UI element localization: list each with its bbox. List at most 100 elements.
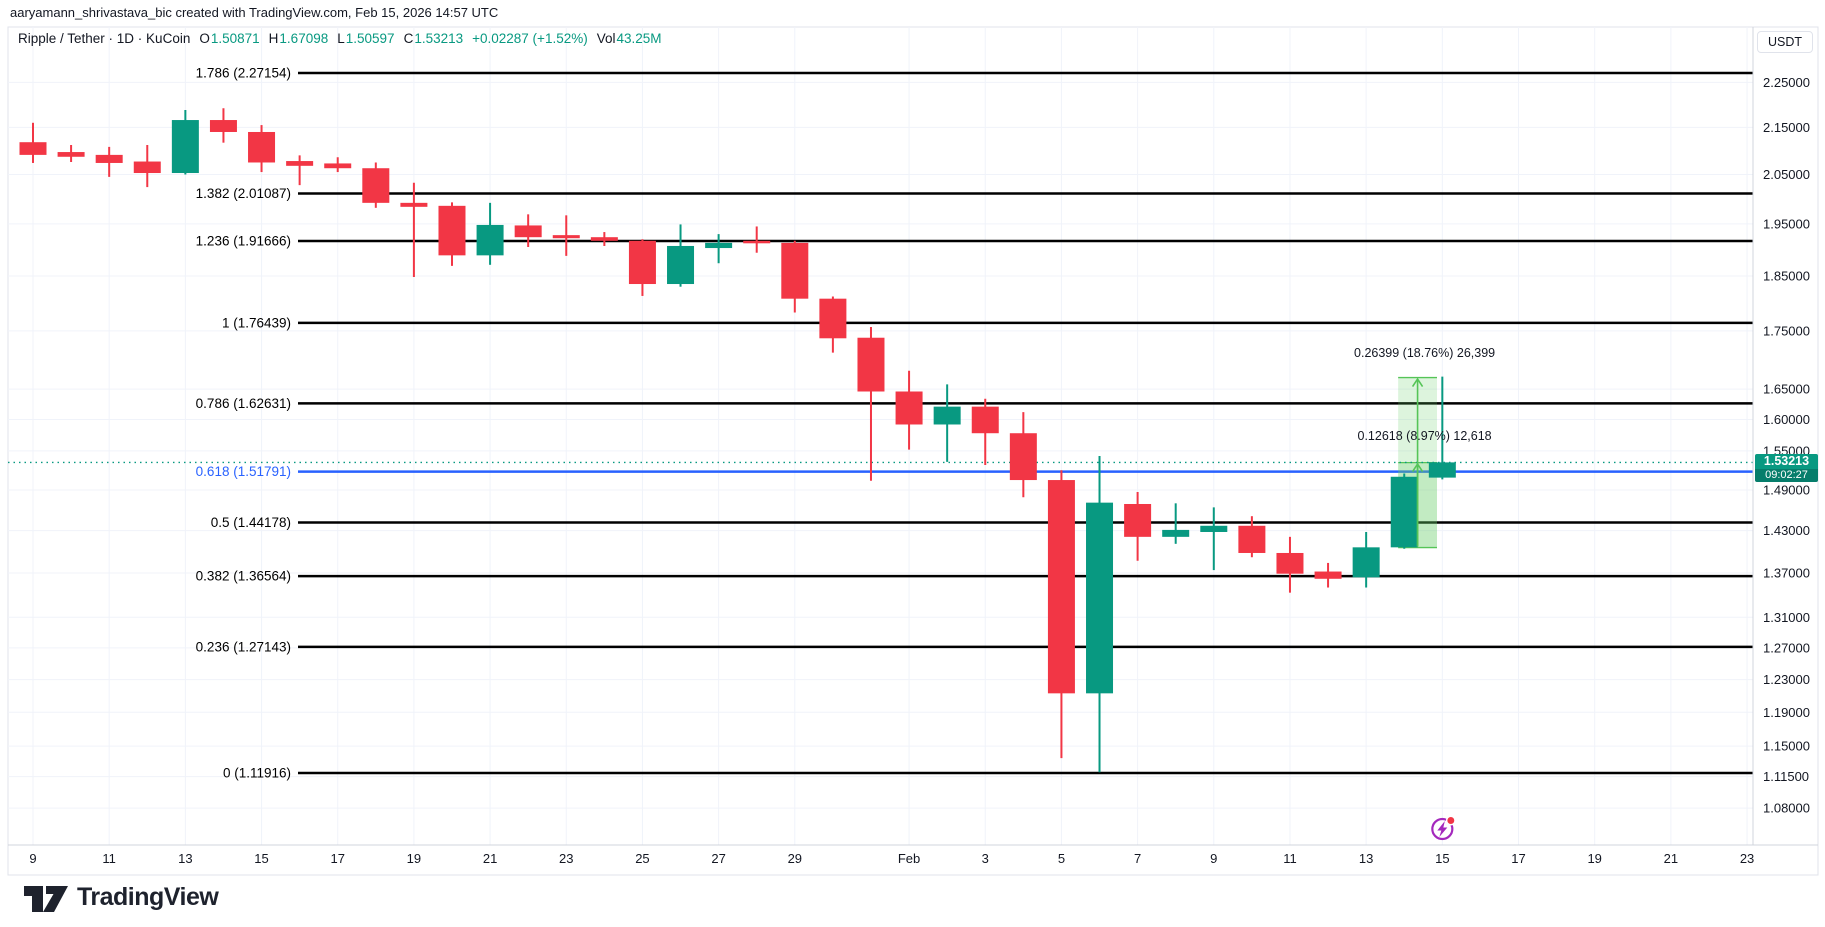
volume: Vol 43.25M xyxy=(596,31,662,46)
candle-body[interactable] xyxy=(1314,571,1342,579)
candle-body[interactable] xyxy=(857,337,885,392)
candle-body[interactable] xyxy=(819,298,847,339)
candle-body[interactable] xyxy=(514,225,542,238)
candle-body[interactable] xyxy=(57,152,85,157)
candle-body[interactable] xyxy=(895,391,923,425)
chart-legend[interactable]: Ripple / Tether · 1D · KuCoin O 1.50871 H… xyxy=(18,31,662,46)
time-tick-label: 17 xyxy=(1511,851,1525,866)
time-tick-label: 27 xyxy=(711,851,725,866)
last-price-badge[interactable]: 1.53213 09:02:27 xyxy=(1755,454,1818,482)
candle-body[interactable] xyxy=(133,161,161,174)
candle-body[interactable] xyxy=(286,161,314,166)
candle-body[interactable] xyxy=(705,242,733,249)
price-tick-label: 1.31000 xyxy=(1763,610,1810,625)
price-tick-label: 1.19000 xyxy=(1763,705,1810,720)
candle-body[interactable] xyxy=(476,224,504,256)
ohlc-close: C 1.53213 xyxy=(403,31,464,46)
fib-level-label: 1.786 (2.27154) xyxy=(196,66,291,81)
candle-body[interactable] xyxy=(438,205,466,256)
candle-body[interactable] xyxy=(1086,502,1114,694)
price-tick-label: 1.60000 xyxy=(1763,412,1810,427)
price-tick-label: 1.95000 xyxy=(1763,216,1810,231)
candle-body[interactable] xyxy=(628,240,656,285)
candle-body[interactable] xyxy=(1200,525,1228,532)
time-tick-label: 13 xyxy=(1359,851,1373,866)
candle-body[interactable] xyxy=(1238,525,1266,553)
candle-body[interactable] xyxy=(209,120,237,132)
candle-body[interactable] xyxy=(590,237,618,241)
price-tick-label: 2.25000 xyxy=(1763,75,1810,90)
price-tick-label: 1.23000 xyxy=(1763,672,1810,687)
time-tick-label: 11 xyxy=(1283,851,1297,866)
measure-label: 0.12618 (8.97%) 12,618 xyxy=(1358,429,1492,443)
time-tick-label: 19 xyxy=(1587,851,1601,866)
fib-level-label: 1 (1.76439) xyxy=(222,315,291,330)
candle-body[interactable] xyxy=(1352,547,1380,578)
tradingview-logo[interactable]: TradingView xyxy=(24,883,219,912)
time-tick-label: 17 xyxy=(330,851,344,866)
time-tick-label: 15 xyxy=(1435,851,1449,866)
candle-body[interactable] xyxy=(1009,433,1037,481)
time-tick-label: 23 xyxy=(559,851,573,866)
price-tick-label: 1.37000 xyxy=(1763,565,1810,580)
symbol-title[interactable]: Ripple / Tether · 1D · KuCoin xyxy=(18,31,191,46)
candle-body[interactable] xyxy=(1276,552,1304,574)
fib-level-label: 1.382 (2.01087) xyxy=(196,186,291,201)
candle-body[interactable] xyxy=(781,242,809,299)
candle-body[interactable] xyxy=(743,240,771,244)
candle-body[interactable] xyxy=(1162,529,1190,537)
time-tick-label: 21 xyxy=(1664,851,1678,866)
fib-level-label: 0.786 (1.62631) xyxy=(196,396,291,411)
attribution-text: aaryamann_shrivastava_bic created with T… xyxy=(10,5,499,20)
time-tick-label: Feb xyxy=(898,851,920,866)
time-tick-label: 13 xyxy=(178,851,192,866)
candle-body[interactable] xyxy=(1124,503,1152,537)
candle-body[interactable] xyxy=(95,154,123,163)
ohlc-low: L 1.50597 xyxy=(337,31,395,46)
fib-level-label: 0.382 (1.36564) xyxy=(196,569,291,584)
candle-body[interactable] xyxy=(362,168,390,203)
event-notification-dot xyxy=(1445,815,1456,826)
time-tick-label: 7 xyxy=(1134,851,1141,866)
price-tick-label: 1.27000 xyxy=(1763,640,1810,655)
candle-body[interactable] xyxy=(1047,480,1075,694)
candle-body[interactable] xyxy=(933,406,961,425)
measure-arrow-head-icon xyxy=(1411,377,1424,387)
price-tick-label: 1.49000 xyxy=(1763,482,1810,497)
price-tick-label: 1.43000 xyxy=(1763,523,1810,538)
price-tick-label: 1.15000 xyxy=(1763,739,1810,754)
candle-body[interactable] xyxy=(552,235,580,239)
bar-countdown: 09:02:27 xyxy=(1755,469,1818,482)
fib-level-label: 1.236 (1.91666) xyxy=(196,233,291,248)
time-tick-label: 21 xyxy=(483,851,497,866)
candle-body[interactable] xyxy=(667,245,695,285)
candle-body[interactable] xyxy=(324,163,352,169)
candle-body[interactable] xyxy=(171,120,199,174)
tradingview-logo-mark xyxy=(24,885,68,912)
price-tick-label: 2.15000 xyxy=(1763,120,1810,135)
time-tick-label: 29 xyxy=(788,851,802,866)
candle-body[interactable] xyxy=(1390,476,1418,548)
price-tick-label: 1.75000 xyxy=(1763,323,1810,338)
last-price-value: 1.53213 xyxy=(1755,454,1818,469)
time-tick-label: 11 xyxy=(102,851,116,866)
fib-level-label: 0.236 (1.27143) xyxy=(196,639,291,654)
price-tick-label: 1.85000 xyxy=(1763,268,1810,283)
time-tick-label: 25 xyxy=(635,851,649,866)
price-tick-label: 1.11500 xyxy=(1763,769,1809,784)
candle-body[interactable] xyxy=(19,142,47,155)
change-value: +0.02287 (+1.52%) xyxy=(472,31,588,46)
candle-body[interactable] xyxy=(248,131,276,163)
candle-body[interactable] xyxy=(971,406,999,434)
time-tick-label: 23 xyxy=(1740,851,1754,866)
measure-label: 0.26399 (18.76%) 26,399 xyxy=(1354,346,1495,360)
candle-body[interactable] xyxy=(1428,462,1456,478)
time-tick-label: 9 xyxy=(1210,851,1217,866)
ohlc-open: O 1.50871 xyxy=(199,31,260,46)
time-tick-label: 3 xyxy=(982,851,989,866)
candle-body[interactable] xyxy=(400,202,428,207)
price-tick-label: 2.05000 xyxy=(1763,167,1810,182)
currency-toggle-button[interactable]: USDT xyxy=(1757,31,1813,53)
fib-level-label: 0.5 (1.44178) xyxy=(211,515,291,530)
